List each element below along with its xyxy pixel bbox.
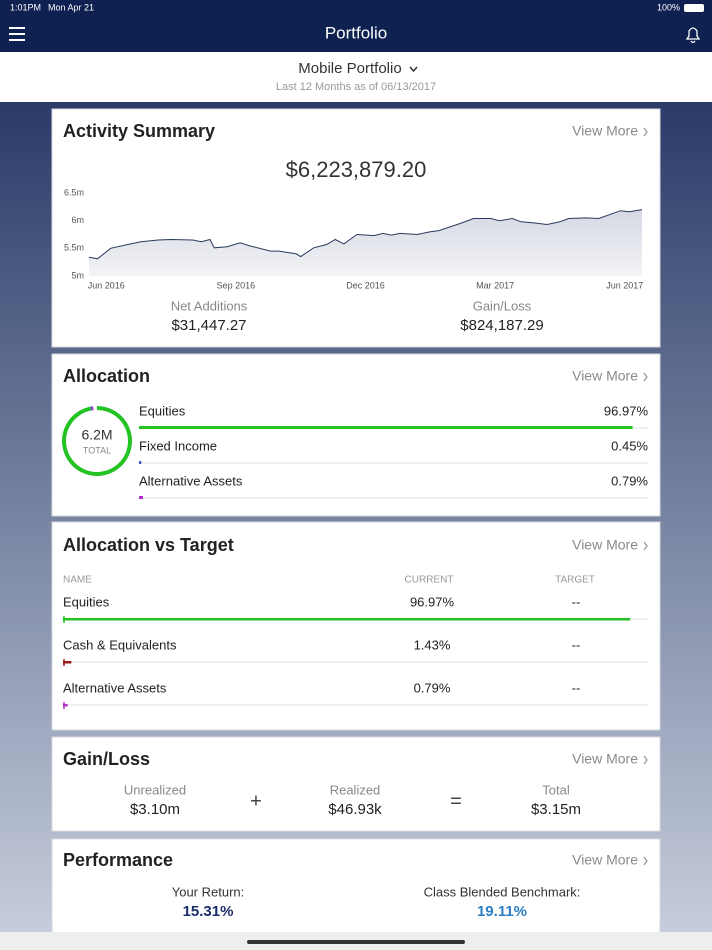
allocation-list: Equities 96.97% Fixed Income 0.45% Alternati… [62,403,649,499]
perf-label: Your Return: [172,884,245,899]
home-indicator [247,940,465,944]
row-name: Cash & Equivalents [63,637,177,652]
target-list: Equities 96.97% -- Cash & Equivalents 1.43% -… [63,594,648,709]
y-tick-label: 6m [71,215,84,225]
nav-bar [0,0,712,52]
y-tick-label: 5.5m [64,243,84,253]
line [88,209,643,260]
menu-button[interactable] [9,27,25,41]
row-target: -- [572,594,581,609]
column-header: TARGET [555,575,595,586]
row-current: 0.79% [414,680,451,695]
area [89,209,642,276]
perf-value: 19.11% [477,903,527,920]
notifications-button[interactable] [685,27,701,44]
card-title: Allocation vs Target [63,535,234,555]
subheader [0,52,712,102]
x-tick-label: Jun 2016 [88,280,125,290]
column-header: CURRENT [405,575,454,586]
view-more[interactable]: View More [572,751,638,767]
donut-value: 6.2M [81,427,112,443]
stat-value: $31,447.27 [171,317,246,334]
card-title: Performance [63,850,173,870]
bar [63,661,72,664]
row-name: Alternative Assets [139,473,243,488]
perf-label: Class Blended Benchmark: [424,884,581,899]
donut-label: TOTAL [83,445,111,455]
row-value: 96.97% [604,403,649,418]
status-date: Mon Apr 21 [48,2,94,12]
bar [139,426,633,429]
x-tick-label: Dec 2016 [346,280,385,290]
stat-label: Net Additions [171,298,248,313]
total-value: $6,223,879.20 [286,157,427,182]
operator: + [250,790,262,812]
y-tick-label: 6.5m [64,187,84,197]
battery-icon [684,4,704,12]
view-more[interactable]: View More [572,852,638,868]
x-tick-label: Sep 2016 [217,280,256,290]
gain-label: Realized [330,782,381,797]
stat-label: Gain/Loss [473,298,532,313]
view-more[interactable]: View More [572,368,638,384]
row-current: 1.43% [414,637,451,652]
row-target: -- [572,637,581,652]
bar [139,461,142,464]
bar [139,496,144,499]
row-current: 96.97% [410,594,455,609]
portfolio-selector[interactable]: Mobile Portfolio [298,60,401,77]
period: Last 12 Months as of 06/13/2017 [276,81,436,93]
row-name: Equities [63,594,110,609]
card-title: Gain/Loss [63,749,150,769]
x-tick-label: Jun 2017 [606,280,643,290]
status-battery: 100% [657,2,680,12]
perf-value: 15.31% [183,903,234,920]
card [51,838,661,940]
dropdown-icon[interactable] [409,66,418,73]
card-title: Activity Summary [63,121,215,141]
card-title: Allocation [63,366,150,386]
view-more[interactable]: View More [572,537,638,553]
card [51,353,661,517]
status-time: 1:01PM [10,2,41,12]
donut-segment [62,406,132,476]
gain-value: $46.93k [328,801,382,818]
row-value: 0.45% [611,438,648,453]
row-name: Equities [139,403,186,418]
row-value: 0.79% [611,473,648,488]
y-tick-label: 5m [71,270,84,280]
row-target: -- [572,680,581,695]
gain-value: $3.15m [531,801,581,818]
row-name: Alternative Assets [63,680,167,695]
gain-label: Total [542,782,570,797]
bar [63,704,68,707]
row-name: Fixed Income [139,438,217,453]
view-more[interactable]: View More [572,123,638,139]
x-tick-label: Mar 2017 [476,280,514,290]
stat-value: $824,187.29 [460,317,543,334]
card [51,736,661,832]
operator: = [450,790,462,812]
bar [63,618,631,621]
chevrons [643,127,648,866]
gain-label: Unrealized [124,782,186,797]
nav-title: Portfolio [325,23,387,42]
gain-value: $3.10m [130,801,180,818]
column-header: NAME [63,575,92,586]
chart: 5m 5.5m 6m 6.5m Jun 2016 Sep 2016 Dec 2016 Mar … [64,187,643,290]
card [51,521,661,731]
